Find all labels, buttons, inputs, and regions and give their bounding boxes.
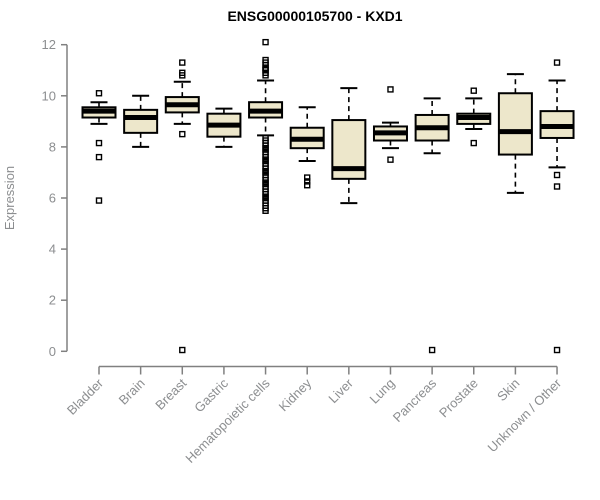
outlier-point	[304, 174, 311, 181]
box-unknown-other	[539, 59, 575, 354]
outlier-point	[387, 156, 394, 163]
box-breast	[164, 59, 200, 354]
box-liver	[331, 87, 367, 205]
box-hematopoietic-cells	[248, 38, 284, 214]
box-gastric	[206, 107, 242, 148]
outlier-point	[553, 59, 561, 66]
outlier-point	[387, 86, 394, 93]
outlier-point	[304, 182, 311, 189]
x-category-label-pancreas: Pancreas	[390, 375, 440, 425]
x-category-label-unknown-other: Unknown / Other	[485, 375, 565, 455]
iqr-box	[123, 108, 159, 134]
box-bladder	[81, 90, 117, 204]
outlier-point	[95, 139, 103, 147]
outlier-point	[553, 346, 561, 354]
y-tick-label: 2	[49, 293, 56, 308]
x-category-label-bladder: Bladder	[64, 375, 107, 418]
outlier-point	[179, 72, 186, 79]
outlier-point	[470, 139, 477, 147]
outlier-point	[428, 346, 436, 354]
outlier-point	[95, 90, 103, 97]
box-brain	[123, 94, 159, 148]
x-category-label-brain: Brain	[116, 376, 148, 408]
y-tick-label: 8	[49, 139, 56, 154]
x-category-label-lung: Lung	[367, 376, 398, 407]
outlier-point	[553, 171, 561, 179]
outlier-point	[95, 153, 103, 161]
x-category-label-skin: Skin	[494, 376, 522, 404]
box-pancreas	[414, 97, 450, 354]
x-category-label-prostate: Prostate	[436, 376, 481, 421]
outlier-point	[179, 346, 186, 354]
outlier-point	[553, 183, 561, 190]
box-skin	[497, 73, 533, 194]
y-tick-label: 6	[49, 191, 56, 206]
outlier-point	[262, 207, 269, 214]
iqr-box	[497, 92, 533, 156]
outlier-point	[262, 72, 269, 79]
x-category-label-liver: Liver	[325, 375, 356, 406]
box-lung	[372, 86, 408, 163]
outlier-point	[304, 178, 311, 185]
y-tick-label: 0	[49, 344, 56, 359]
outlier-point	[179, 130, 186, 138]
y-tick-label: 12	[42, 37, 56, 52]
y-axis-label: Expression	[2, 166, 17, 230]
y-tick-label: 10	[42, 88, 56, 103]
chart-title: ENSG00000105700 - KXD1	[227, 8, 402, 24]
outlier-point	[95, 197, 103, 204]
box-kidney	[289, 106, 325, 189]
x-category-label-gastric: Gastric	[191, 375, 231, 415]
x-category-label-breast: Breast	[152, 375, 189, 412]
box-prostate	[456, 87, 492, 147]
outlier-point	[470, 87, 477, 94]
y-tick-label: 4	[49, 242, 56, 257]
outlier-point	[262, 38, 269, 46]
x-category-label-kidney: Kidney	[276, 375, 315, 414]
outlier-point	[179, 59, 186, 66]
